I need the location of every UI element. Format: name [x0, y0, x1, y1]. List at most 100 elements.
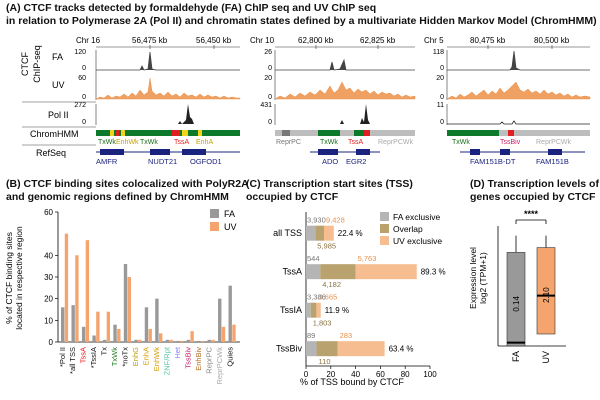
refseq-track-label: RefSeq	[36, 148, 66, 158]
locus2-fa-min: 0	[268, 65, 272, 72]
panel-c-bar-segment	[320, 264, 356, 280]
panel-b-bar-fa	[102, 339, 107, 342]
panel-c-title-line1: (C) Transcription start sites (TSS)	[246, 178, 413, 190]
panel-b-category-label: *TssIA	[89, 347, 98, 368]
panel-c-count-overlap: 110	[319, 357, 331, 366]
panel-b-bar-fa	[144, 307, 149, 342]
panel-c-count-fa: 544	[307, 254, 320, 263]
locus3-fa-min: 0	[440, 65, 444, 72]
panel-c-category-label: TssIA	[280, 305, 302, 315]
panel-b-category-label: EnhWk	[152, 347, 161, 371]
panel-d-box-uv	[536, 247, 556, 335]
panel-d-title-line1: (D) Transcription levels of	[470, 178, 599, 190]
panel-b-ytick-label: 20	[44, 295, 53, 304]
locus2-fa-max: 26	[264, 49, 272, 56]
locus1-state-txwk2: TxWk	[140, 139, 158, 146]
panel-b-bar-uv	[169, 339, 173, 342]
panel-b-bar-uv	[138, 339, 142, 342]
panel-b-bar-uv	[221, 326, 226, 342]
panel-b-bar-uv	[117, 329, 121, 342]
locus-2: Chr 10 62,800 kb 62,825 kb 26 0 20 0 431…	[250, 36, 416, 166]
locus1-coord1: 56,475 kb	[132, 36, 168, 45]
locus3-state-txwk: TxWk	[452, 139, 470, 146]
panel-c-bar-segment	[323, 225, 334, 241]
panel-b-category-label: EnhBiv	[194, 347, 203, 371]
locus3-pol-min: 0	[440, 119, 444, 126]
fa-track-label: FA	[52, 52, 63, 62]
panel-c-title-line2: occupied by CTCF	[246, 191, 339, 203]
locus-3: Chr 5 80,475 kb 80,500 kb 118 0 20 0 11 …	[424, 36, 591, 166]
panel-c-category-label: all TSS	[273, 228, 302, 238]
panel-b-bar-fa	[71, 305, 75, 342]
panel-b-category-label: *noTx	[121, 347, 130, 367]
panel-c-bar-segment	[337, 341, 385, 357]
panel-b-category-label: *all TSS	[68, 347, 77, 374]
panel-b-bar-uv	[127, 277, 131, 342]
locus1-state-txwk: TxWk	[98, 139, 116, 146]
panel-c-legend-uv: UV exclusive	[393, 236, 442, 246]
panel-b-category-label: TxWk	[110, 347, 119, 366]
locus3-fa-max: 118	[433, 49, 444, 56]
panel-b-category-label: ReprPCWk	[215, 347, 224, 385]
locus3-uv-max: 20	[436, 75, 444, 82]
locus1-pol-max: 272	[74, 102, 86, 109]
panel-c-bar-segment	[316, 341, 338, 357]
panel-c-xtick-label: 100	[423, 370, 437, 379]
panel-b-title-line1: (B) CTCF binding sites colocalized with …	[6, 178, 249, 190]
panel-c-category-label: TssA	[282, 267, 302, 277]
panel-b-bar-fa	[134, 339, 138, 342]
locus2-uv-max: 20	[264, 75, 272, 82]
panel-b-bar-fa	[155, 298, 159, 342]
locus3-gene-fam151b-dt: FAM151B-DT	[470, 157, 516, 166]
chipseq-label: ChIP-seq	[32, 45, 42, 83]
panel-b-bar-uv	[200, 340, 205, 342]
panel-c-count-uv: 9,428	[326, 216, 345, 225]
locus3-coord1: 80,475 kb	[470, 36, 506, 45]
locus3-coord2: 80,500 kb	[534, 36, 570, 45]
locus3-state-tssbiv: TssBiv	[500, 139, 521, 146]
panel-b-ytick-label: 0	[49, 338, 54, 347]
panel-c-bar-segment	[306, 302, 311, 318]
panel-b-bar-uv	[85, 240, 90, 342]
panel-b-bar-uv	[148, 329, 152, 342]
panel-b-bar-uv	[159, 333, 163, 342]
uv-track-label: UV	[52, 80, 65, 90]
locus2-pol-min: 0	[268, 119, 272, 126]
panel-a-title-line1: (A) CTCF tracks detected by formaldehyde…	[6, 2, 377, 14]
panel-b-category-label: EnhG	[131, 347, 140, 366]
panel-b-bar-uv	[106, 311, 111, 342]
panel-c-legend-fa-swatch	[380, 212, 389, 221]
panel-b-legend-uv: UV	[224, 222, 237, 232]
panel-c-bar-segment	[355, 264, 417, 280]
panel-b-bar-fa	[186, 339, 191, 342]
locus2-gene-ado: ADO	[322, 157, 338, 166]
locus3-pol-max: 11	[437, 102, 444, 109]
panel-c-legend-uv-swatch	[380, 236, 389, 245]
locus1-uv-min: 0	[82, 94, 86, 101]
locus-1: Chr 16 56,475 kb 56,450 kb 120 0 60 0 27…	[74, 36, 241, 166]
panel-d-median-label: 2.10	[542, 287, 551, 303]
panel-b-bar-fa	[228, 285, 232, 342]
panel-b-legend-fa-swatch	[210, 209, 219, 218]
panel-c-bar-segment	[306, 264, 321, 280]
panel-b-category-label: *Pol II	[58, 347, 67, 367]
locus1-pol-min: 0	[82, 119, 86, 126]
locus3-state-reprpcwk: ReprPCWk	[536, 139, 572, 146]
locus2-coord2: 62,825 kb	[360, 36, 396, 45]
panel-b-ytick-label: 40	[44, 251, 53, 260]
panel-b-bar-uv	[75, 255, 79, 342]
panel-d-title-line2: genes occupied by CTCF	[470, 191, 596, 203]
ctcf-label: CTCF	[20, 52, 30, 76]
panel-b-category-label: ZNF/Rpt	[162, 346, 171, 375]
panel-c-count-overlap: 5,985	[317, 242, 336, 251]
panel-b-bar-uv	[190, 331, 194, 342]
panel-c-bar-segment	[306, 225, 316, 241]
panel-b-category-label: TssA	[79, 347, 88, 363]
panel-d-box-fa	[506, 252, 526, 347]
panel-b-category-label: Tx	[100, 347, 109, 356]
panel-d-significance: ****	[524, 209, 539, 219]
locus1-fa-min: 0	[82, 65, 86, 72]
